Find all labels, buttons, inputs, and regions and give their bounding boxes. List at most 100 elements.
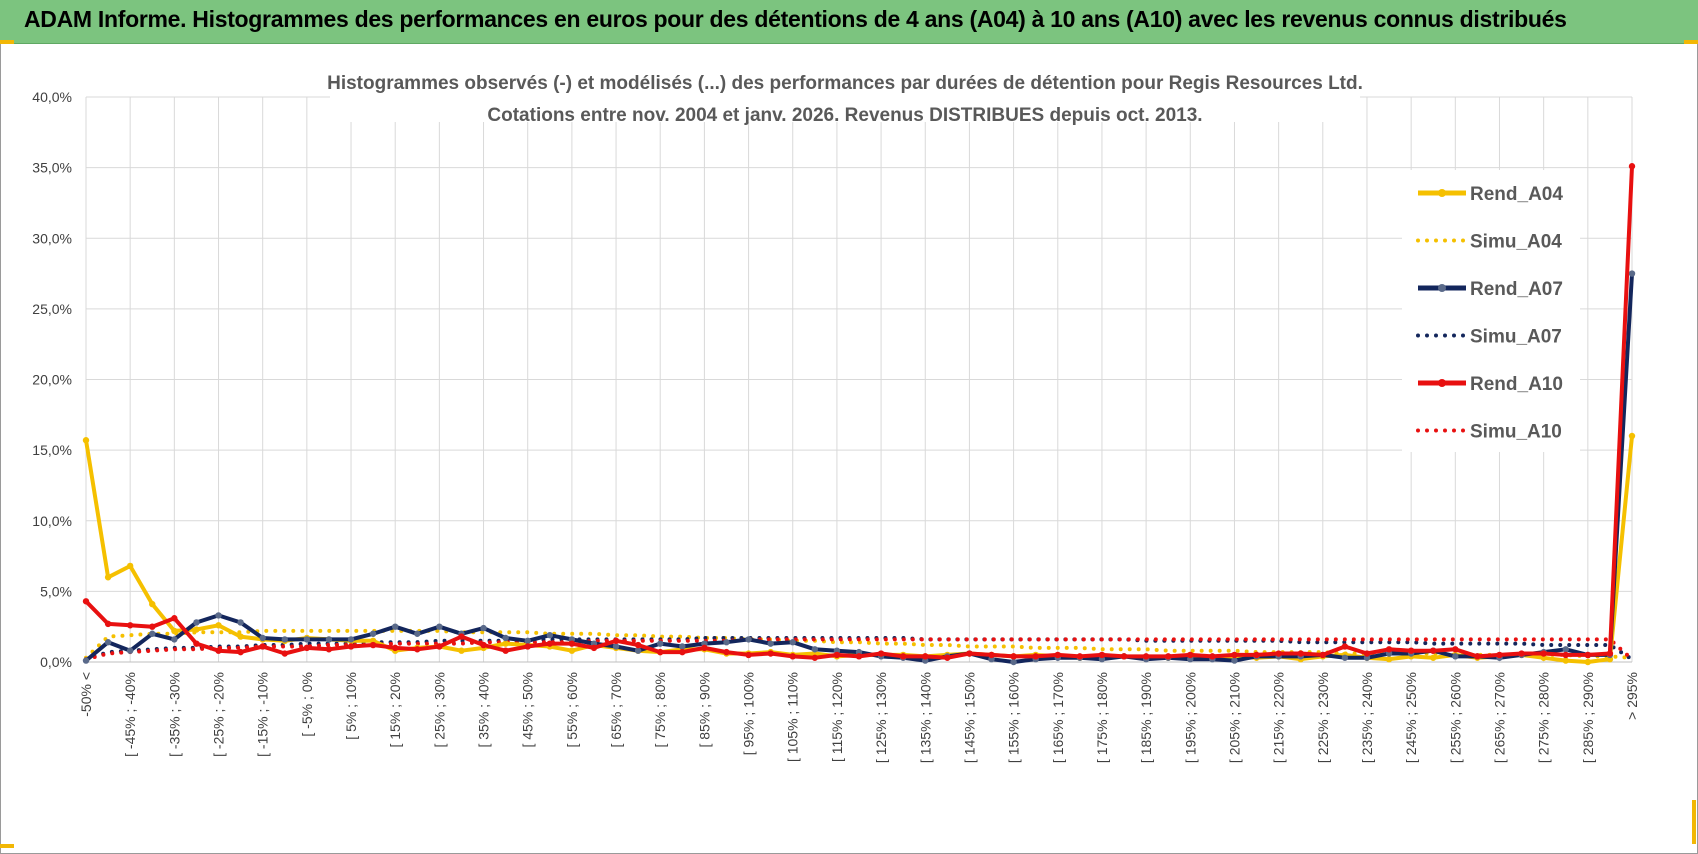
y-tick-label: 0,0% (40, 654, 72, 670)
x-tick-label: [ 65% ; 70% (608, 672, 624, 748)
data-point (82, 437, 90, 444)
data-point (1010, 653, 1017, 660)
data-point (126, 647, 134, 654)
chart-title-background (330, 64, 1360, 122)
series-line (84, 273, 1634, 664)
data-point (193, 640, 200, 647)
y-tick-label: 15,0% (32, 442, 72, 458)
x-tick-label: [ 265% ; 270% (1491, 672, 1507, 763)
x-tick-label: [ 115% ; 120% (829, 672, 845, 762)
x-tick-label: [ -35% ; -30% (166, 672, 182, 757)
legend-item: Simu_A10 (1416, 422, 1562, 443)
data-point (745, 636, 752, 643)
data-point (215, 622, 222, 629)
data-point (1584, 658, 1592, 666)
data-point (392, 644, 399, 652)
y-tick-label: 40,0% (32, 89, 72, 105)
series-rend-a10 (82, 163, 1636, 661)
legend-label: Simu_A04 (1470, 232, 1562, 253)
x-tick-label: [ 15% ; 20% (387, 672, 403, 748)
data-point (1385, 655, 1393, 663)
x-tick-label: [ 45% ; 50% (520, 672, 536, 748)
x-tick-label: [ 165% ; 170% (1050, 672, 1066, 763)
data-point (104, 639, 112, 646)
data-point (149, 623, 156, 630)
data-point (303, 636, 311, 643)
data-point (1562, 646, 1569, 653)
data-point (745, 651, 752, 659)
data-point (414, 630, 421, 637)
x-tick-label: -50% < (78, 672, 94, 717)
data-point (988, 651, 995, 659)
data-point (104, 574, 112, 581)
data-point (369, 630, 377, 637)
corner-accent-top-left (0, 40, 14, 44)
data-point (546, 640, 553, 647)
data-point (1584, 651, 1592, 659)
legend-background (1402, 170, 1580, 452)
legend-item: Rend_A10 (1418, 374, 1563, 395)
legend-marker (1438, 284, 1446, 292)
data-point (877, 650, 885, 657)
data-point (1341, 643, 1349, 650)
data-point (833, 651, 841, 659)
data-point (1540, 650, 1547, 657)
data-point (458, 647, 465, 654)
chart-title-line-1: Histogrammes observés (-) et modélisés (… (327, 73, 1363, 94)
data-point (1385, 646, 1393, 653)
data-point (171, 615, 178, 622)
data-point (502, 640, 509, 647)
series-line (84, 166, 1634, 660)
x-tick-label: [ 195% ; 200% (1182, 672, 1198, 763)
data-point (568, 647, 576, 654)
x-tick-label: [ 55% ; 60% (564, 672, 580, 748)
data-point (392, 623, 399, 630)
data-point (1120, 653, 1128, 660)
data-point (1496, 651, 1503, 659)
data-point (215, 612, 222, 619)
data-point (480, 641, 487, 649)
data-point (657, 640, 664, 647)
y-tick-label: 5,0% (40, 583, 72, 599)
grid-lines (85, 96, 1633, 663)
legend-item: Simu_A07 (1416, 327, 1562, 348)
data-point (1098, 651, 1106, 659)
x-tick-label: [ 85% ; 90% (696, 672, 712, 748)
data-point (1187, 651, 1194, 659)
data-point (347, 636, 355, 643)
data-point (723, 639, 730, 646)
data-point (1341, 654, 1349, 661)
data-point (1076, 653, 1084, 660)
data-point (1562, 651, 1569, 659)
data-point (1054, 651, 1061, 659)
data-point (1275, 650, 1282, 657)
data-point (1452, 653, 1459, 660)
legend-label: Rend_A04 (1470, 184, 1563, 205)
data-point (259, 643, 266, 650)
x-tick-label: [ 255% ; 260% (1447, 672, 1463, 763)
x-tick-label: [ -5% ; 0% (299, 672, 315, 737)
x-tick-label: [ 215% ; 220% (1271, 672, 1287, 763)
report-header: ADAM Informe. Histogrammes des performan… (0, 0, 1698, 44)
data-point (126, 562, 134, 570)
data-point (193, 619, 200, 626)
data-point (634, 641, 642, 649)
chart-title: Histogrammes observés (-) et modélisés (… (327, 64, 1363, 126)
legend-item: Rend_A04 (1418, 184, 1563, 205)
data-point (767, 640, 774, 647)
data-point (325, 636, 333, 643)
x-tick-label: [ 35% ; 40% (476, 672, 492, 748)
series-line (84, 637, 1634, 662)
y-axis-ticks: 0,0% 5,0% 10,0% 15,0% 20,0% 25,0% 30,0% 35,0% 40… (32, 89, 72, 670)
legend-label: Simu_A10 (1470, 422, 1562, 443)
data-point (767, 650, 774, 657)
data-point (1032, 653, 1039, 660)
data-point (590, 644, 598, 652)
data-point (612, 637, 620, 645)
x-tick-label: [ 135% ; 140% (917, 672, 933, 763)
data-point (369, 641, 377, 649)
data-point (811, 646, 819, 653)
data-point (1562, 657, 1569, 664)
data-point (1606, 650, 1614, 657)
data-series (82, 163, 1636, 666)
